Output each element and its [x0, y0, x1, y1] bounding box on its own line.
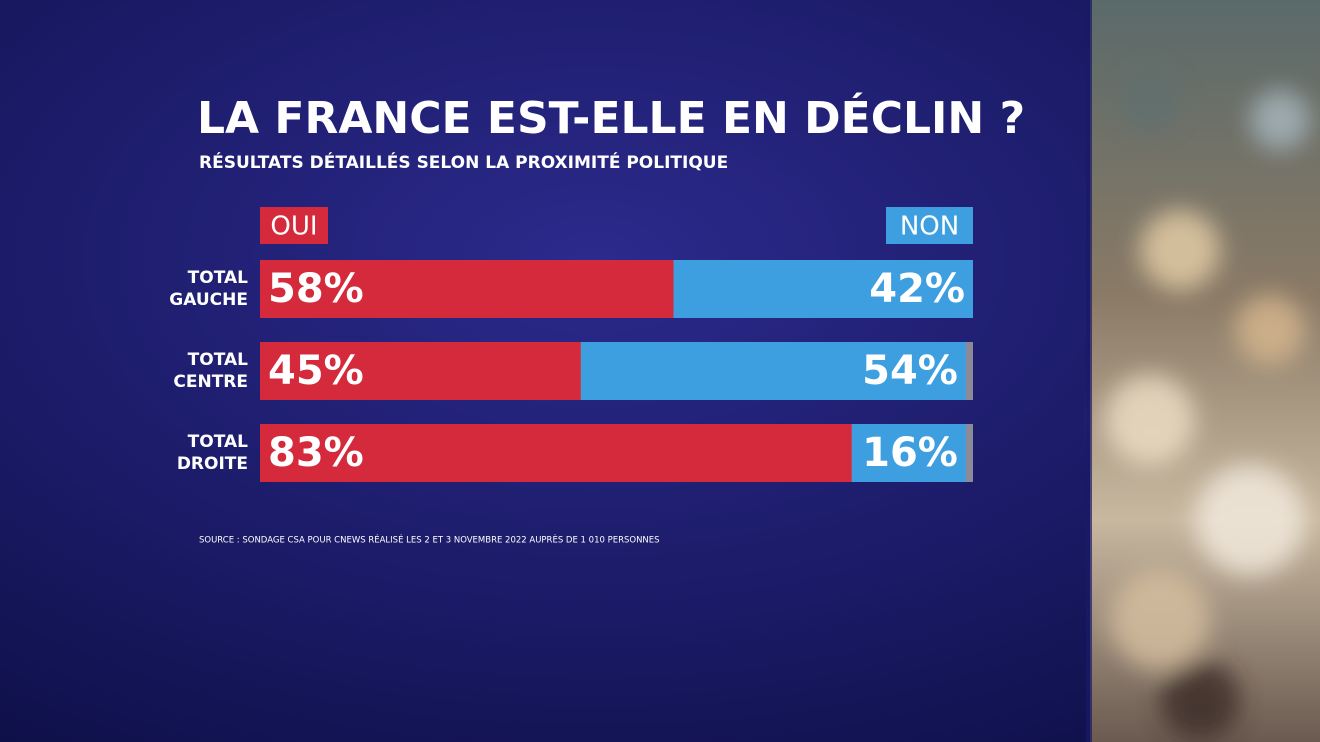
legend-swatch	[886, 207, 973, 244]
bar-segment	[673, 260, 973, 318]
value-label: 45%	[268, 348, 364, 394]
value-label: 42%	[869, 266, 965, 312]
bar-segment	[260, 342, 581, 400]
chart-title: LA FRANCE EST-ELLE EN DÉCLIN ?	[197, 91, 1025, 144]
bar-segment	[260, 424, 852, 482]
value-label: 16%	[862, 430, 958, 476]
legend-label: OUI	[270, 212, 317, 242]
value-label: 58%	[268, 266, 364, 312]
bar-segment	[260, 260, 674, 318]
photo-panel	[1086, 0, 1320, 742]
source: SOURCE : SONDAGE CSA POUR CNEWS RÉALISÉ …	[199, 534, 660, 546]
chart-subtitle: RÉSULTATS DÉTAILLÉS SELON LA PROXIMITÉ P…	[199, 151, 728, 173]
bar-segment	[851, 424, 966, 482]
legend-swatch	[260, 207, 328, 244]
value-label: 83%	[268, 430, 364, 476]
category-label: TOTAL GAUCHE	[169, 268, 248, 310]
legend-label: NON	[900, 212, 959, 242]
bar-segment	[580, 342, 966, 400]
value-label: 54%	[862, 348, 958, 394]
category-label: TOTAL DROITE	[177, 432, 248, 474]
category-label: TOTAL CENTRE	[173, 350, 248, 392]
